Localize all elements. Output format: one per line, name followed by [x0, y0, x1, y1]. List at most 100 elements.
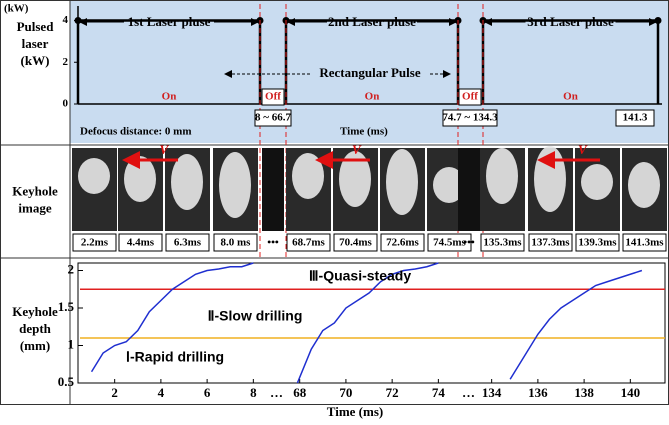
on-label: On: [162, 91, 177, 103]
keyhole-glow: [486, 148, 518, 204]
x-tick-label: 4: [158, 385, 165, 400]
time-label: 6.3ms: [174, 237, 202, 249]
time-box-label: 8 ~ 66.7: [255, 112, 291, 124]
on-label: On: [365, 91, 380, 103]
time-label: 68.7ms: [292, 237, 325, 249]
off-box: [458, 88, 482, 106]
keyhole-glow: [433, 167, 465, 203]
time-box: [333, 233, 378, 252]
keyhole-glow: [78, 158, 110, 194]
keyhole-glow: [386, 149, 418, 215]
row-label: (kW): [21, 53, 50, 68]
time-box: [575, 233, 620, 252]
y-tick-label: 0: [63, 98, 69, 110]
time-box: [622, 233, 667, 252]
y-tick-label: 0.5: [58, 374, 75, 389]
y-tick-label: 1: [68, 336, 75, 351]
defocus: Defocus distance: 0 mm: [80, 126, 192, 138]
row-label: Keyhole: [12, 304, 58, 319]
stage-label: Ⅱ-Slow drilling: [208, 308, 303, 324]
time-label: 139.3ms: [578, 237, 617, 249]
y-tick-label: 4: [63, 14, 69, 26]
x-tick-label: 72: [386, 385, 399, 400]
time-box: [72, 233, 117, 252]
time-box-label: 141.3: [623, 112, 648, 124]
time-box: [442, 109, 498, 127]
time-box: [480, 233, 525, 252]
x-tick-label: 68: [293, 385, 307, 400]
time-box: [380, 233, 425, 252]
x-tick-label: 136: [528, 385, 548, 400]
time-box: [118, 233, 163, 252]
time-box: [615, 109, 655, 127]
pulse-title: 3rd Laser pluse: [527, 14, 614, 29]
x-tick-label: 140: [621, 385, 641, 400]
time-box: [254, 109, 292, 127]
x-tick-label: 8: [250, 385, 257, 400]
axis-break: …: [270, 385, 283, 400]
x-tick-label: 134: [482, 385, 502, 400]
time-label: •••: [267, 237, 279, 249]
stage-label: Ⅰ-Rapid drilling: [126, 349, 224, 365]
row-label: Pulsed: [17, 19, 55, 34]
velocity-label: V: [352, 142, 362, 157]
row-label: depth: [19, 321, 52, 336]
plot-frame: [77, 262, 666, 384]
row-label: image: [18, 200, 51, 215]
time-box-label: 74.7 ~ 134.3: [442, 112, 498, 124]
x-tick-label: 2: [111, 385, 118, 400]
pulse-corner: [74, 17, 82, 25]
axis-break: …: [462, 385, 475, 400]
x-tick-label: 138: [574, 385, 594, 400]
x-tick-label: 74: [432, 385, 446, 400]
time-label: 4.4ms: [127, 237, 155, 249]
time-label: 72.6ms: [386, 237, 419, 249]
time-box: [427, 233, 472, 252]
time-label: 70.4ms: [339, 237, 372, 249]
time-label: •••: [463, 237, 475, 249]
keyhole-glow: [219, 152, 251, 218]
time-label: 137.3ms: [531, 237, 570, 249]
x-tick-label: 70: [339, 385, 352, 400]
unit-label: (kW): [4, 3, 29, 15]
time-label: 141.3ms: [625, 237, 664, 249]
stage-label: Ⅲ-Quasi-steady: [309, 268, 411, 284]
off-label: Off: [265, 91, 281, 103]
on-label: On: [563, 91, 578, 103]
time-label: Time (ms): [340, 126, 388, 138]
row-label: (mm): [20, 338, 50, 353]
row-label: Keyhole: [12, 183, 58, 198]
gap: [262, 148, 284, 231]
x-axis-label: Time (ms): [327, 404, 383, 419]
velocity-label: V: [160, 142, 170, 157]
time-label: 74.5ms: [433, 237, 466, 249]
time-label: 8.0 ms: [221, 237, 252, 249]
pulse-title: 1st Laser pluse: [128, 14, 211, 29]
y-tick-label: 2: [63, 56, 69, 68]
pulse-corner: [654, 17, 662, 25]
time-box: [286, 233, 331, 252]
time-label: 135.3ms: [483, 237, 522, 249]
y-tick-label: 2: [68, 261, 75, 276]
keyhole-glow: [124, 156, 156, 202]
time-box: [528, 233, 573, 252]
depth-line: [90, 262, 254, 373]
off-label: Off: [462, 91, 478, 103]
keyhole-glow: [581, 164, 613, 200]
keyhole-glow: [628, 162, 660, 208]
depth-line: [509, 269, 643, 380]
off-box: [261, 88, 285, 106]
keyhole-glow: [171, 154, 203, 210]
time-box: [213, 233, 258, 252]
time-label: 2.2ms: [81, 237, 109, 249]
x-tick-label: 6: [204, 385, 211, 400]
pulse-title: 2nd Laser pluse: [328, 14, 416, 29]
y-tick-label: 1.5: [58, 299, 75, 314]
depth-line: [296, 262, 439, 384]
keyhole-glow: [534, 146, 566, 212]
row-label: laser: [22, 36, 49, 51]
keyhole-glow: [339, 151, 371, 207]
pulse-background: [70, 0, 669, 143]
shape-label: Rectangular Pulse: [319, 65, 420, 80]
